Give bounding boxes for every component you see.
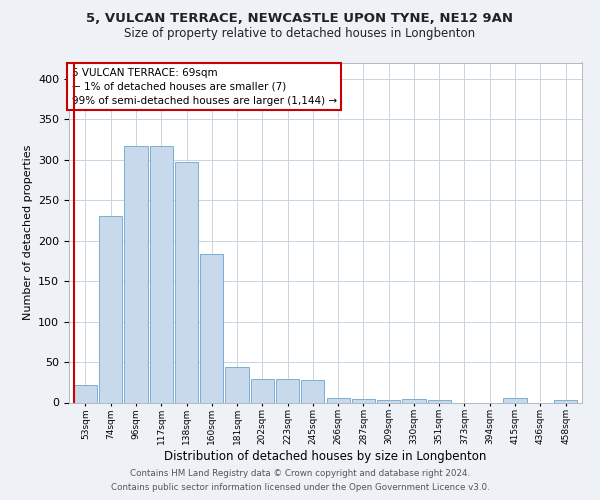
Text: Size of property relative to detached houses in Longbenton: Size of property relative to detached ho… <box>124 26 476 40</box>
Bar <box>124 146 148 403</box>
Bar <box>226 367 248 402</box>
Text: 5 VULCAN TERRACE: 69sqm
← 1% of detached houses are smaller (7)
99% of semi-deta: 5 VULCAN TERRACE: 69sqm ← 1% of detached… <box>71 68 337 106</box>
Bar <box>554 400 577 402</box>
Bar <box>403 400 425 402</box>
Bar <box>377 400 400 402</box>
Bar <box>276 379 299 402</box>
Bar <box>352 400 375 402</box>
Bar <box>301 380 325 402</box>
Text: Contains HM Land Registry data © Crown copyright and database right 2024.: Contains HM Land Registry data © Crown c… <box>130 469 470 478</box>
Bar <box>251 379 274 402</box>
X-axis label: Distribution of detached houses by size in Longbenton: Distribution of detached houses by size … <box>164 450 487 463</box>
Bar <box>74 384 97 402</box>
Bar <box>326 398 350 402</box>
Bar <box>99 216 122 402</box>
Text: Contains public sector information licensed under the Open Government Licence v3: Contains public sector information licen… <box>110 483 490 492</box>
Y-axis label: Number of detached properties: Number of detached properties <box>23 145 32 320</box>
Text: 5, VULCAN TERRACE, NEWCASTLE UPON TYNE, NE12 9AN: 5, VULCAN TERRACE, NEWCASTLE UPON TYNE, … <box>86 12 514 26</box>
Bar <box>200 254 223 402</box>
Bar <box>149 146 173 403</box>
Bar <box>175 162 198 402</box>
Bar <box>503 398 527 402</box>
Bar <box>428 400 451 402</box>
